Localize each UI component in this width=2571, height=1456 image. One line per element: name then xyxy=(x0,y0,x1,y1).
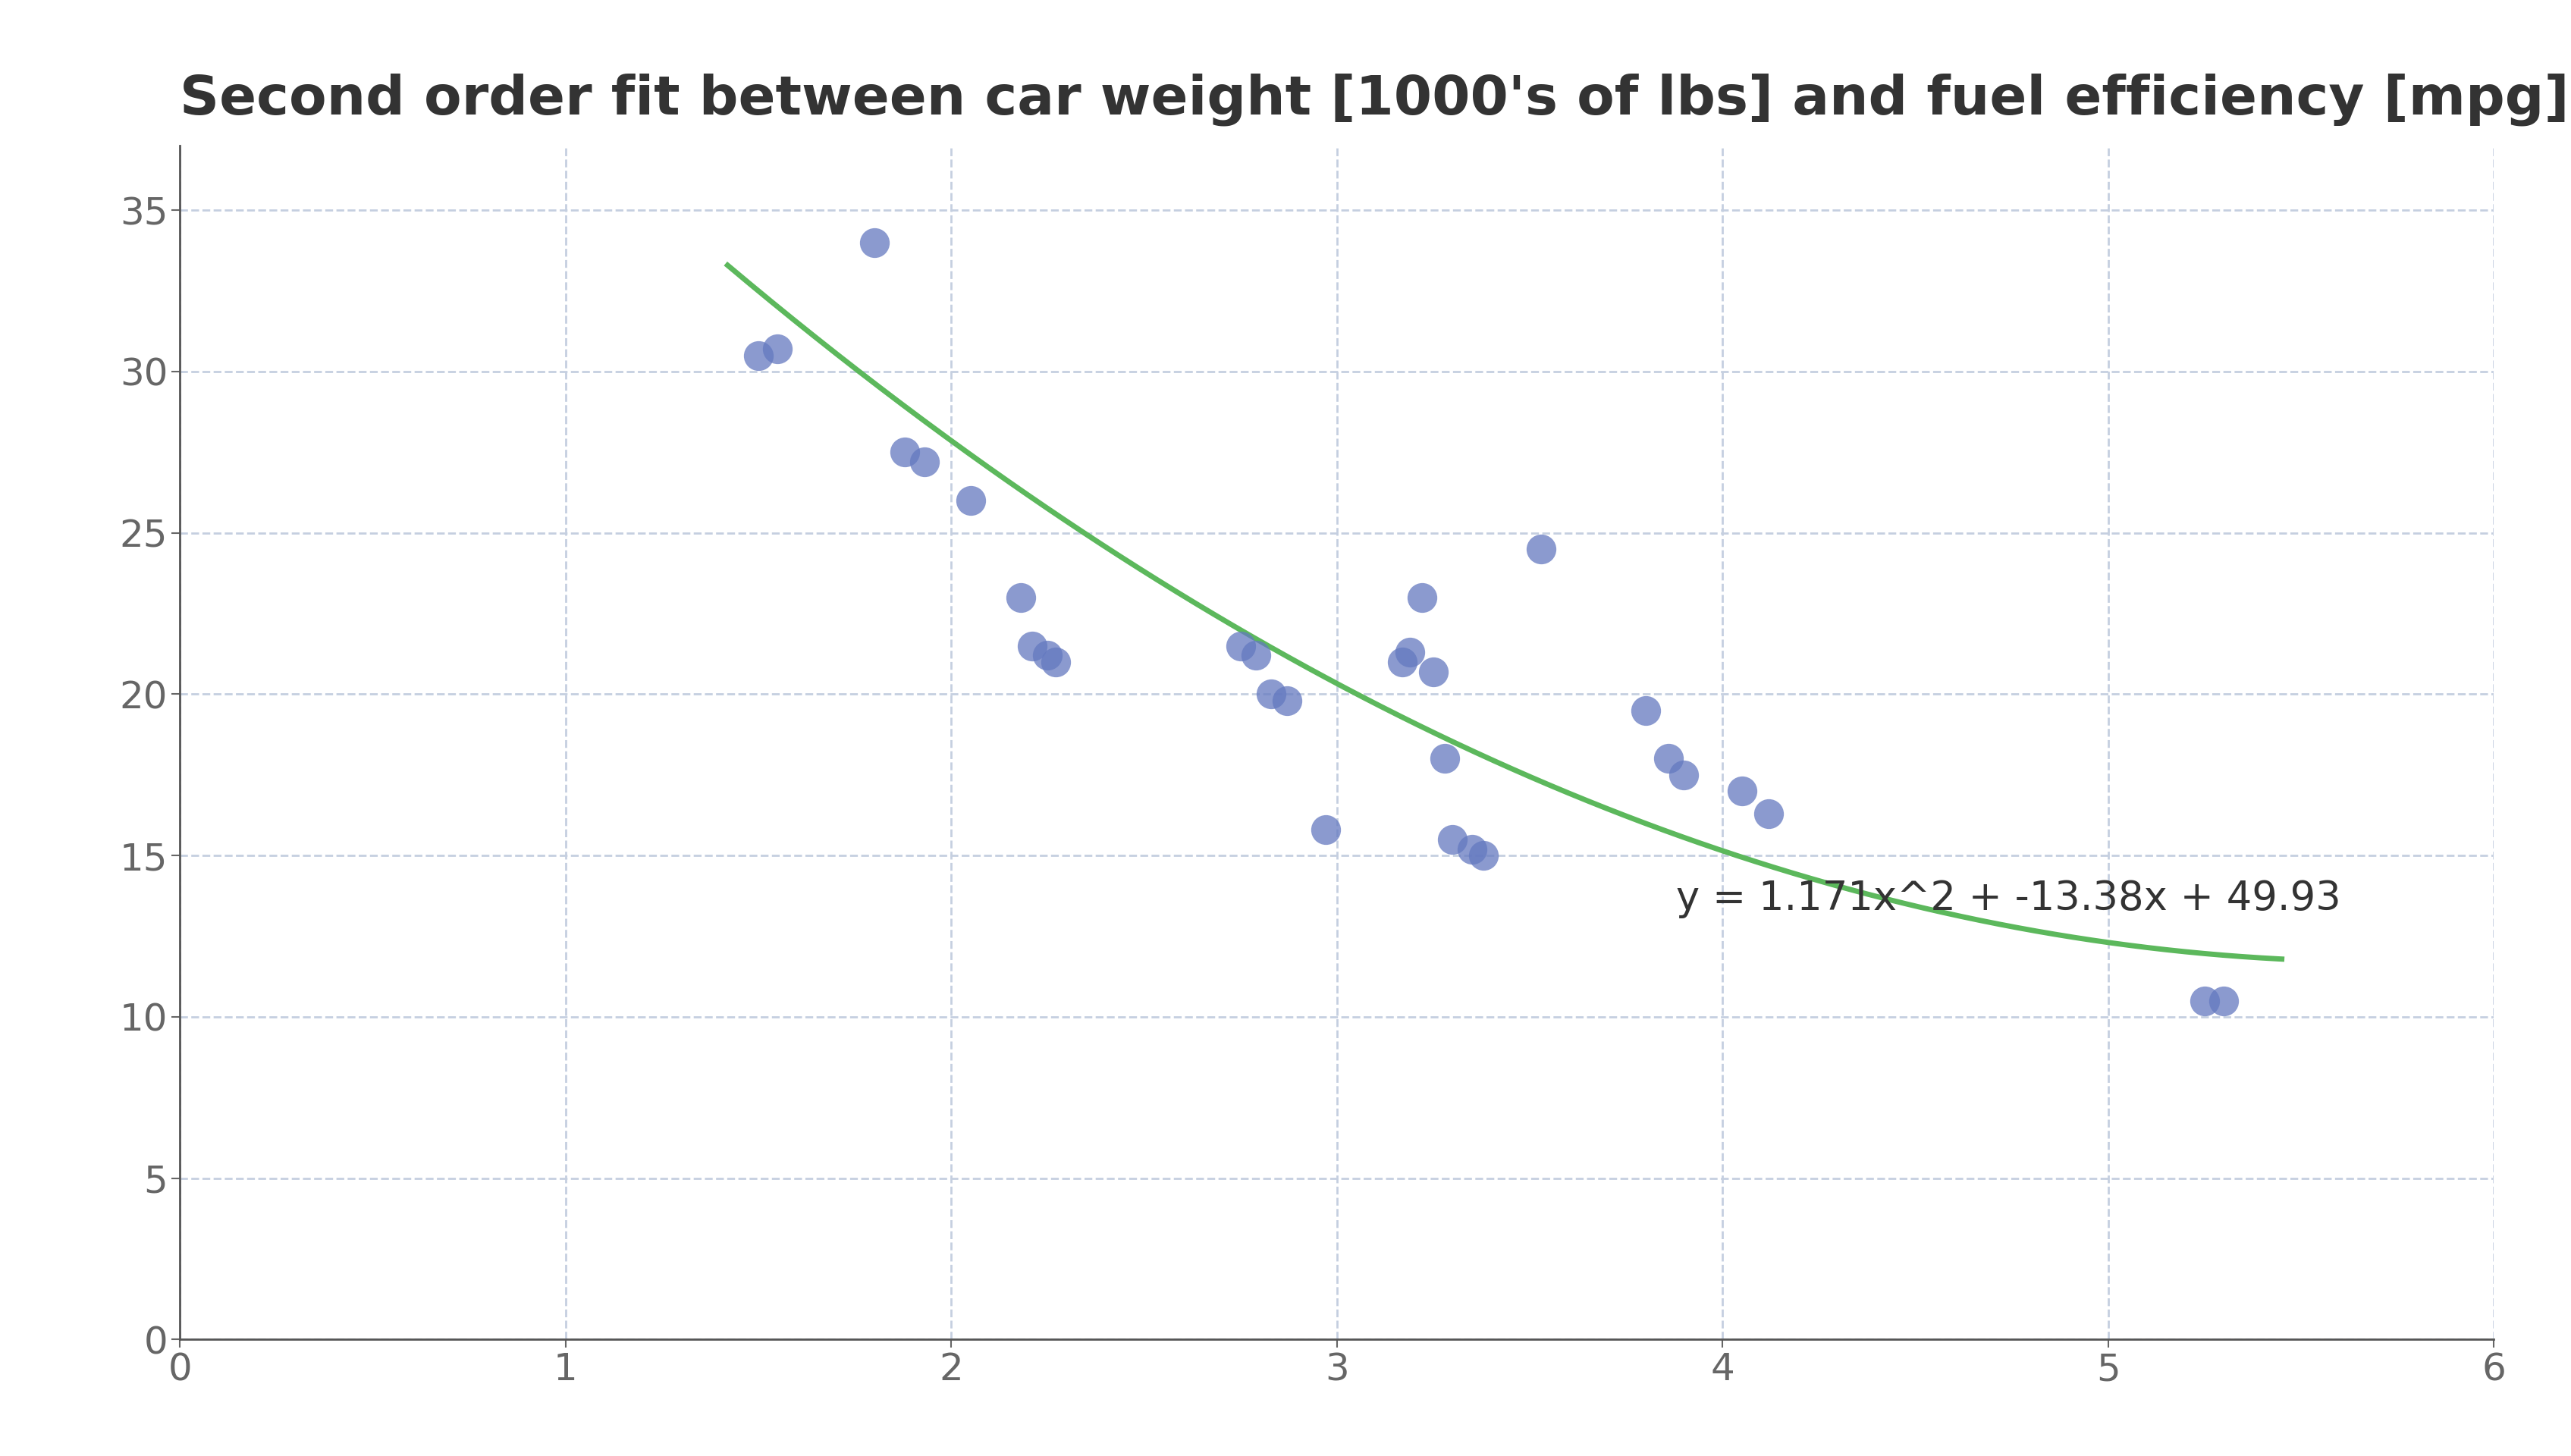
Point xyxy=(2203,989,2244,1012)
Point xyxy=(738,344,779,367)
Point xyxy=(1381,651,1422,674)
Point xyxy=(902,450,944,473)
Point xyxy=(1720,779,1761,802)
Point xyxy=(1663,763,1705,786)
Point xyxy=(1748,802,1789,826)
Point xyxy=(1234,644,1275,667)
Point xyxy=(1450,837,1491,860)
Point xyxy=(1519,537,1561,561)
Point xyxy=(1250,683,1291,706)
Point xyxy=(1265,689,1306,712)
Text: Second order fit between car weight [1000's of lbs] and fuel efficiency [mpg]: Second order fit between car weight [100… xyxy=(180,73,2568,125)
Point xyxy=(1303,818,1345,842)
Point xyxy=(1648,747,1689,770)
Point xyxy=(2183,989,2224,1012)
Text: y = 1.171x^2 + -13.38x + 49.93: y = 1.171x^2 + -13.38x + 49.93 xyxy=(1676,879,2342,919)
Point xyxy=(1401,585,1442,609)
Point xyxy=(1034,651,1075,674)
Point xyxy=(1625,699,1666,722)
Point xyxy=(1424,747,1465,770)
Point xyxy=(1000,585,1041,609)
Point xyxy=(1411,660,1453,683)
Point xyxy=(1432,827,1473,850)
Point xyxy=(949,489,990,513)
Point xyxy=(1026,644,1067,667)
Point xyxy=(884,441,926,464)
Point xyxy=(756,338,797,361)
Point xyxy=(1219,635,1260,658)
Point xyxy=(1388,641,1429,664)
Point xyxy=(854,230,895,253)
Point xyxy=(1010,635,1052,658)
Point xyxy=(1463,844,1504,868)
